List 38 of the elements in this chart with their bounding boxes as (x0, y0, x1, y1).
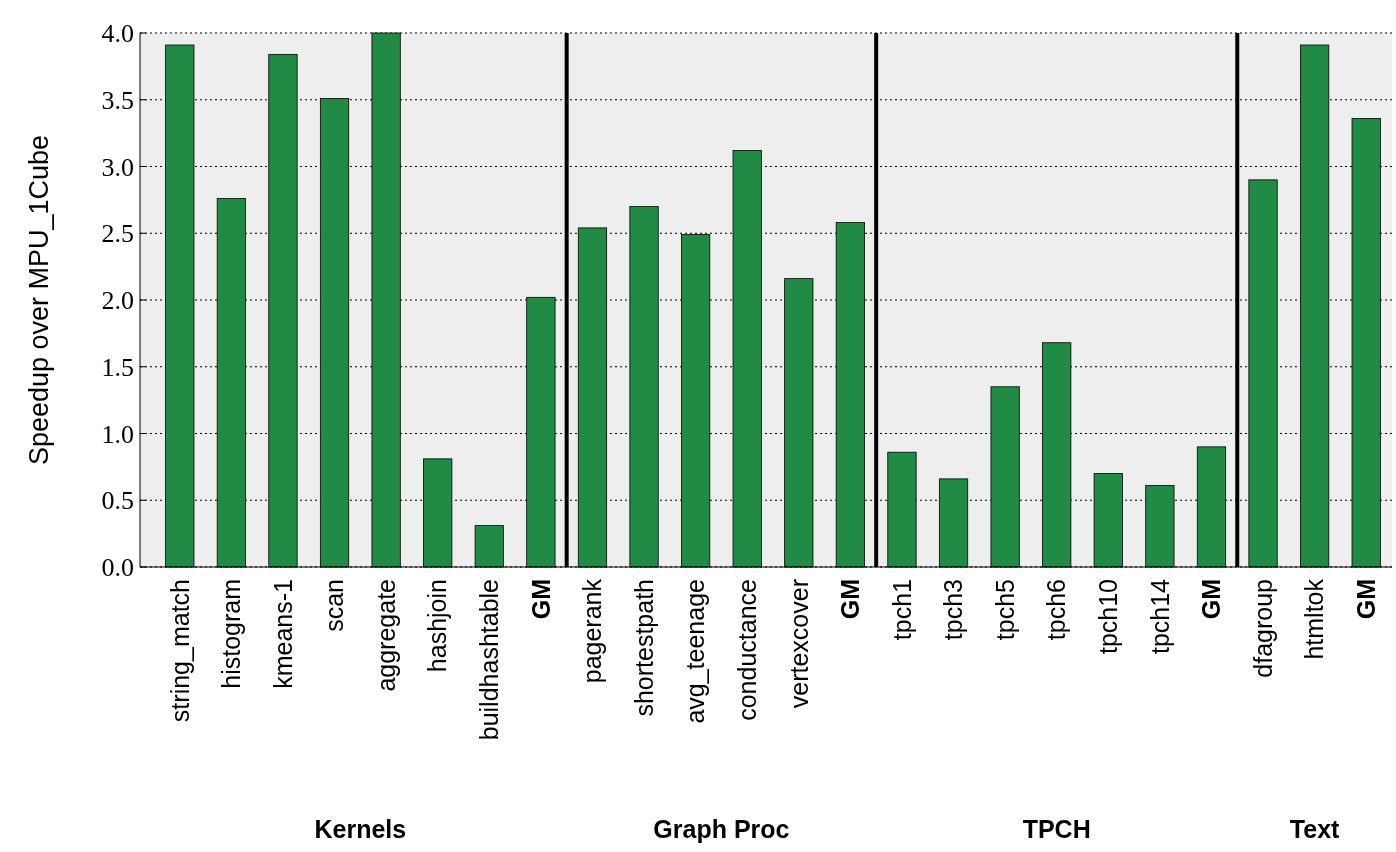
x-tick-label: tpch5 (990, 579, 1019, 641)
x-tick-label: aggregate (371, 579, 400, 692)
y-tick-label: 1.5 (101, 352, 134, 382)
x-tick-label: GM (1197, 579, 1226, 620)
x-tick-label: pagerank (578, 578, 607, 684)
x-tick-label: tpch14 (1145, 578, 1174, 655)
x-tick-label: GM (1351, 579, 1380, 620)
x-tick-label: kmeans-1 (268, 579, 297, 689)
x-tick-label: tpch3 (939, 579, 968, 641)
y-tick-label: 4.0 (101, 19, 134, 49)
x-tick-label: hashjoin (423, 579, 452, 673)
text: Text (1289, 815, 1341, 843)
y-tick-label: 0.0 (101, 553, 134, 583)
x-tick-label: GM (526, 579, 555, 620)
y-tick-label: 0.5 (101, 486, 134, 516)
text: TPCH (1022, 815, 1091, 843)
text: Graph Proc (653, 815, 790, 843)
y-axis-title: Speedup over MPU_1Cube (24, 134, 54, 466)
x-tick-label: tpch1 (887, 579, 916, 641)
x-tick-label: dfagroup (1248, 579, 1277, 678)
y-tick-label: 3.0 (101, 152, 134, 182)
x-tick-label: htmltok (1300, 578, 1329, 660)
x-tick-label: tpch6 (1042, 579, 1071, 641)
x-tick-label: vertexcover (784, 579, 813, 709)
y-tick-label: 3.5 (101, 85, 134, 115)
x-tick-label: histogram (217, 579, 246, 689)
y-tick-label: 2.5 (101, 219, 134, 249)
x-tick-label: avg_teenage (681, 579, 710, 724)
x-tick-label: shortestpath (629, 579, 658, 717)
y-tick-label: 2.0 (101, 286, 134, 316)
x-tick-label: scan (320, 579, 349, 632)
x-tick-label: tpch10 (1094, 579, 1123, 655)
x-tick-label: conductance (732, 579, 761, 721)
x-tick-label: buildhashtable (475, 579, 504, 741)
text: Kernels (314, 815, 407, 843)
x-tick-label: GM (836, 579, 865, 620)
y-tick-label: 1.0 (101, 419, 134, 449)
x-tick-label: string_match (165, 579, 194, 723)
